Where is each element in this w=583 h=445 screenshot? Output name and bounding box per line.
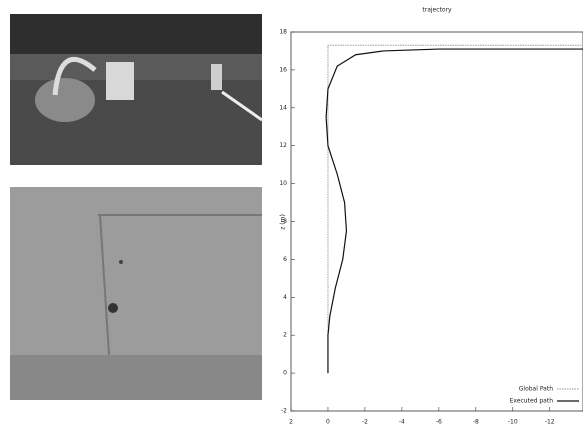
series-line bbox=[328, 45, 583, 373]
x-tick-label: -10 bbox=[508, 419, 518, 426]
chart-title: trajectory bbox=[422, 7, 452, 14]
y-tick-label: 10 bbox=[279, 180, 287, 187]
y-tick-label: 14 bbox=[279, 104, 287, 111]
x-tick-label: -2 bbox=[362, 419, 368, 426]
y-tick-label: 8 bbox=[283, 218, 287, 225]
x-tick-label: 0 bbox=[326, 419, 330, 426]
series-line bbox=[326, 49, 583, 373]
y-tick-label: 2 bbox=[283, 332, 287, 339]
legend-label: Global Path bbox=[519, 386, 553, 393]
legend-label: Executed path bbox=[510, 398, 554, 405]
y-tick-label: 0 bbox=[283, 370, 287, 377]
figure: trajectory z (m) -202468101214161820-2-4… bbox=[0, 0, 583, 441]
x-tick-label: -8 bbox=[473, 419, 479, 426]
y-tick-label: 6 bbox=[283, 256, 287, 263]
x-tick-label: -12 bbox=[545, 419, 555, 426]
plot-frame bbox=[291, 32, 583, 411]
y-tick-label: -2 bbox=[281, 408, 287, 415]
x-tick-label: 2 bbox=[289, 419, 293, 426]
x-tick-label: -4 bbox=[399, 419, 405, 426]
y-tick-label: 12 bbox=[279, 142, 287, 149]
x-tick-label: -6 bbox=[436, 419, 442, 426]
robot-photo bbox=[10, 14, 262, 165]
y-tick-label: 16 bbox=[279, 66, 287, 73]
y-tick-label: 4 bbox=[283, 294, 287, 301]
y-tick-label: 18 bbox=[279, 29, 287, 36]
floor-photo bbox=[10, 187, 262, 400]
